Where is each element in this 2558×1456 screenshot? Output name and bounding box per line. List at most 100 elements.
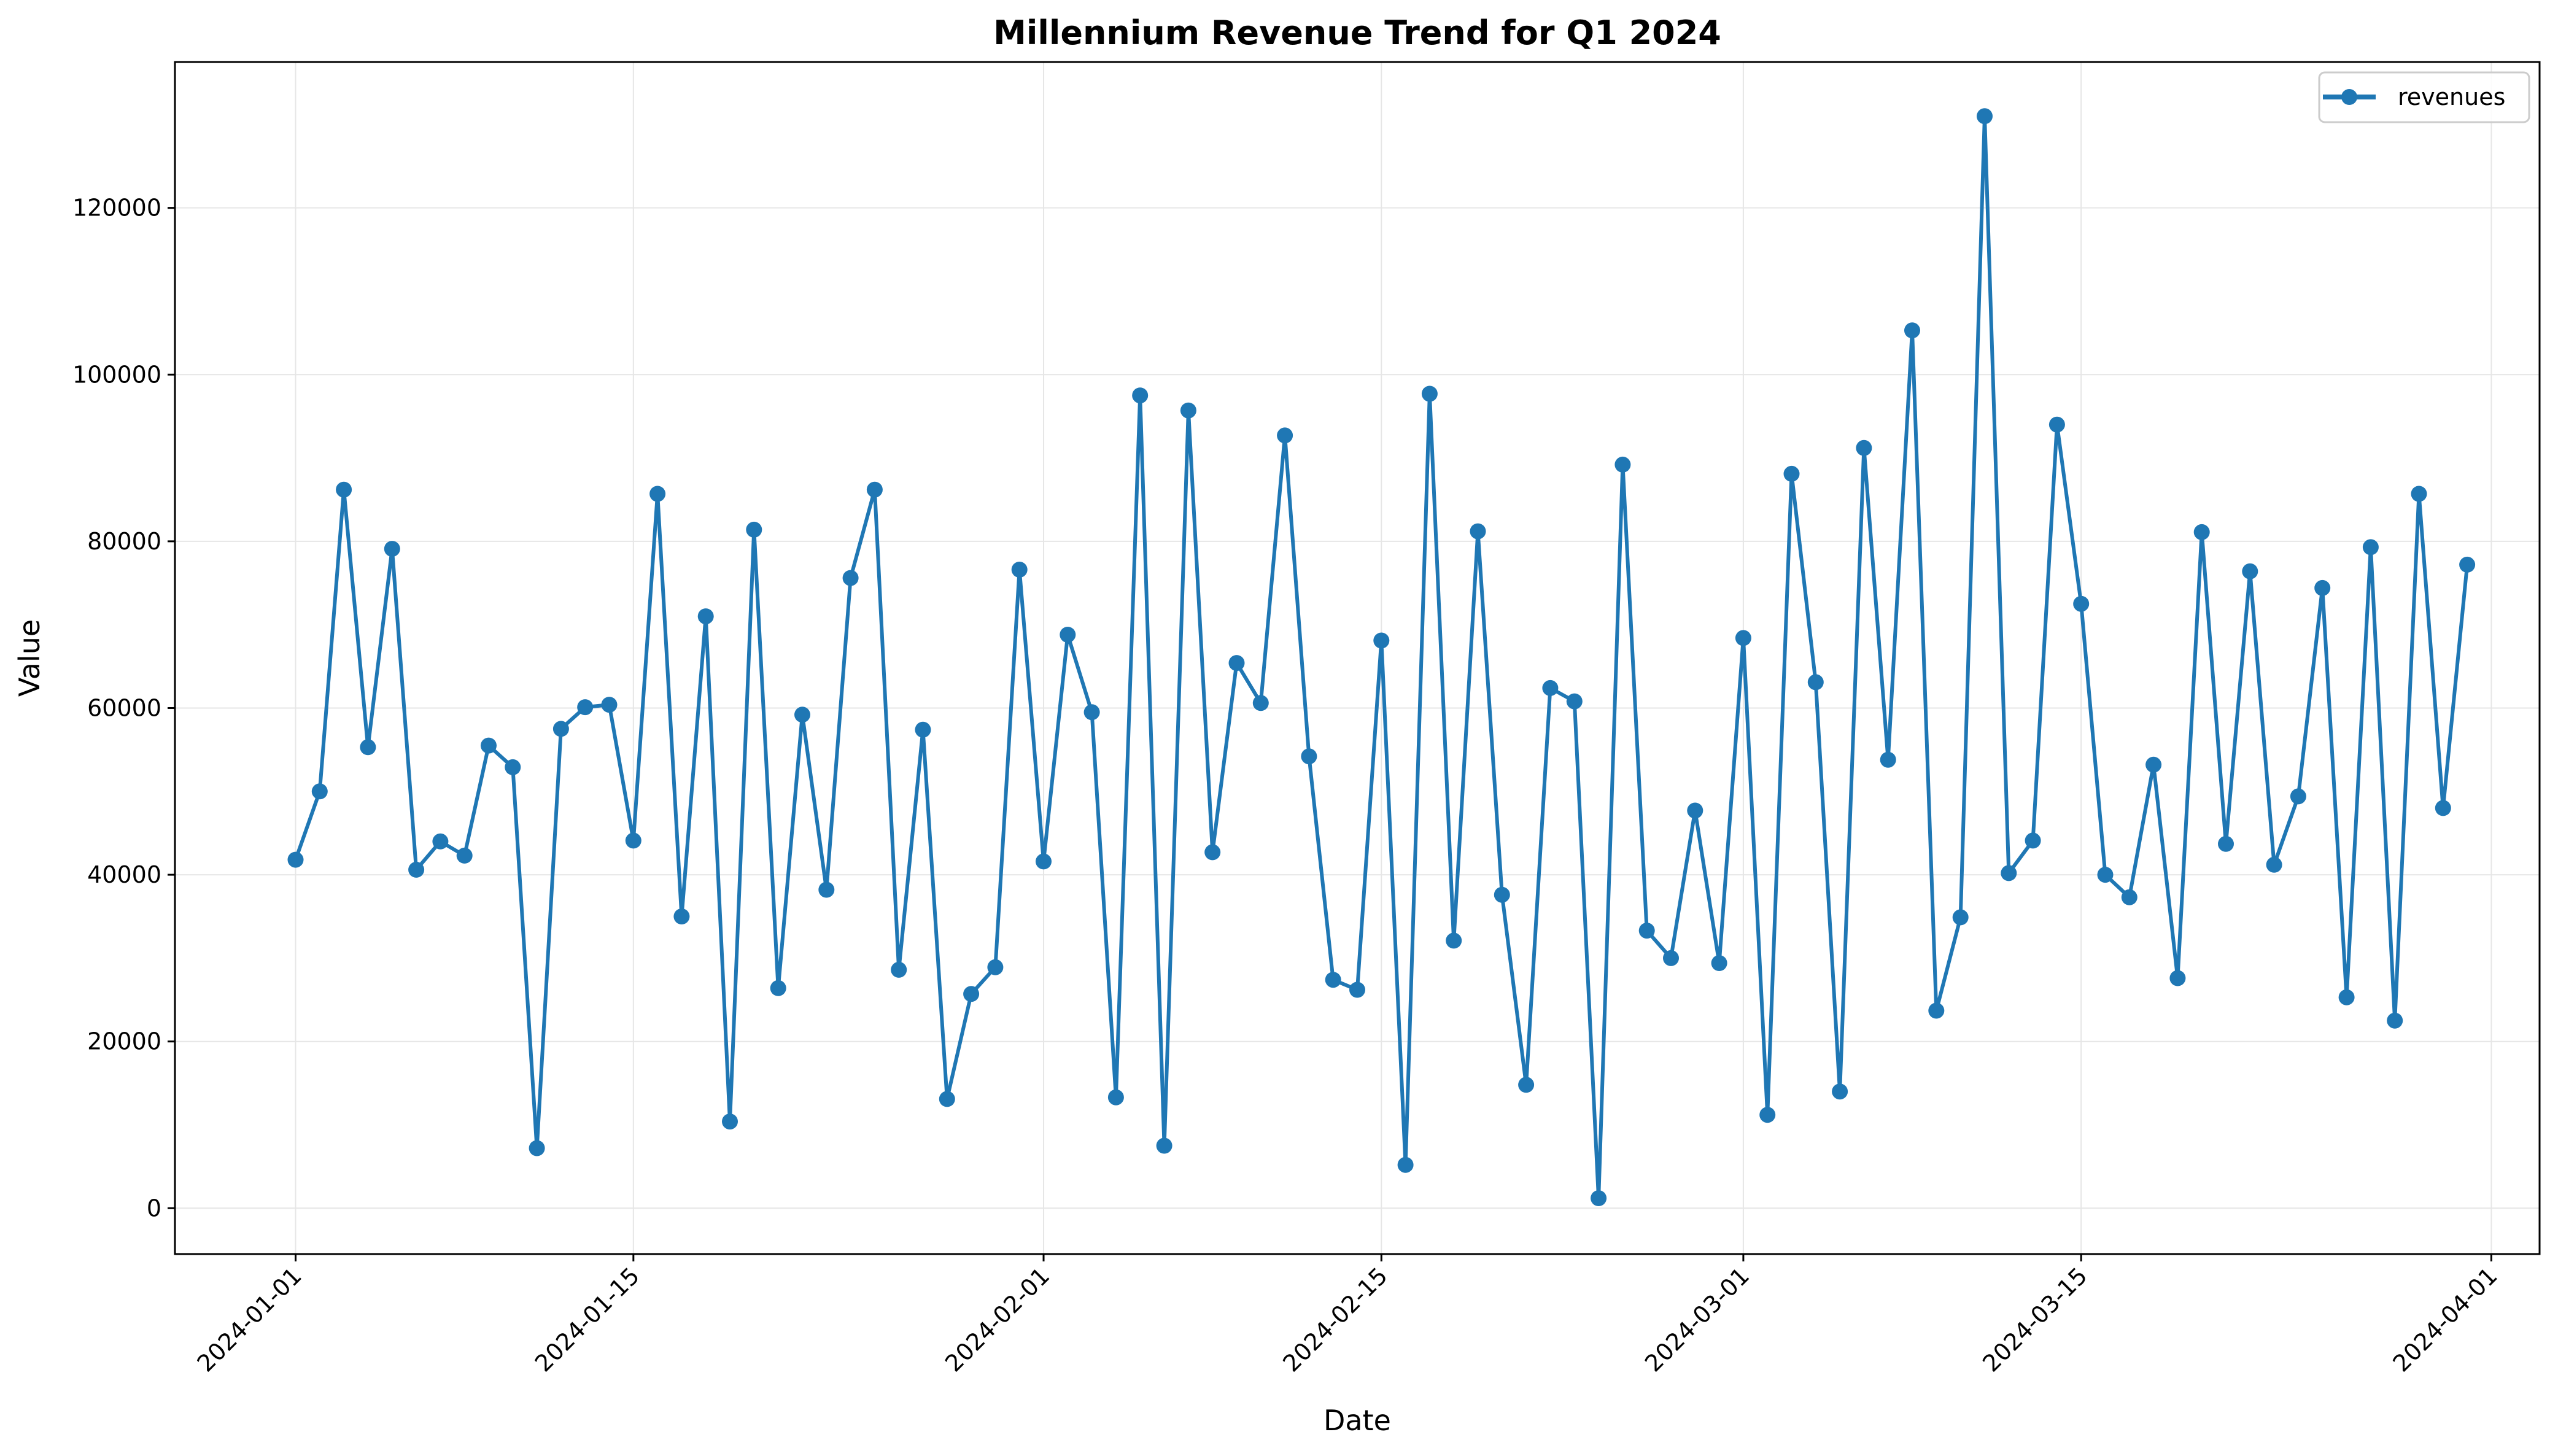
data-point bbox=[1494, 886, 1510, 903]
y-tick-label: 100000 bbox=[72, 361, 161, 388]
data-point bbox=[625, 832, 641, 849]
data-point bbox=[673, 908, 690, 924]
data-point bbox=[2073, 595, 2090, 612]
data-point bbox=[1446, 932, 1462, 949]
y-axis-label: Value bbox=[13, 619, 46, 697]
data-point bbox=[1325, 972, 1341, 988]
data-point bbox=[577, 699, 594, 716]
data-point bbox=[1301, 748, 1317, 765]
data-point bbox=[287, 851, 304, 868]
data-point bbox=[1663, 950, 1679, 966]
data-point bbox=[311, 783, 328, 800]
data-point bbox=[1277, 427, 1293, 444]
data-point bbox=[1735, 630, 1751, 646]
data-point bbox=[552, 721, 569, 737]
data-point bbox=[915, 721, 931, 738]
data-point bbox=[481, 737, 497, 754]
y-tick-label: 120000 bbox=[72, 195, 161, 222]
legend-entry-revenues: revenues bbox=[2398, 83, 2505, 110]
y-tick-label: 0 bbox=[147, 1195, 161, 1222]
data-point bbox=[1397, 1156, 1414, 1173]
data-point bbox=[963, 986, 980, 1002]
series-layer bbox=[287, 108, 2476, 1206]
data-point bbox=[1252, 695, 1269, 711]
data-point bbox=[2266, 856, 2282, 873]
data-point bbox=[1036, 853, 1052, 870]
data-point bbox=[1759, 1107, 1776, 1123]
data-point bbox=[456, 847, 473, 864]
data-point bbox=[1083, 704, 1100, 721]
data-point bbox=[2338, 989, 2355, 1005]
data-point bbox=[1180, 402, 1196, 419]
data-point bbox=[1614, 456, 1631, 473]
data-point bbox=[1783, 465, 1800, 482]
data-point bbox=[722, 1113, 738, 1130]
data-point bbox=[2242, 563, 2258, 579]
data-point bbox=[505, 759, 521, 775]
data-point bbox=[601, 697, 618, 713]
y-tick-label: 60000 bbox=[87, 694, 161, 721]
y-tick-label: 20000 bbox=[87, 1028, 161, 1055]
data-point bbox=[529, 1140, 545, 1156]
data-point bbox=[1518, 1077, 1535, 1093]
data-point bbox=[2097, 867, 2114, 883]
data-point bbox=[1711, 955, 1727, 971]
data-point bbox=[1470, 523, 1486, 540]
data-point bbox=[1591, 1190, 1607, 1206]
data-point bbox=[2145, 756, 2162, 773]
data-point bbox=[1349, 982, 1365, 998]
data-point bbox=[2387, 1012, 2403, 1029]
data-point bbox=[1638, 923, 1655, 939]
data-point bbox=[794, 707, 810, 723]
legend: revenues bbox=[2318, 71, 2530, 123]
data-point bbox=[360, 739, 376, 756]
data-point bbox=[2435, 800, 2451, 816]
data-point bbox=[2411, 486, 2427, 502]
data-point bbox=[2193, 524, 2210, 540]
data-point bbox=[842, 570, 859, 586]
data-point bbox=[866, 481, 883, 498]
chart-title: Millennium Revenue Trend for Q1 2024 bbox=[993, 14, 1721, 52]
data-point bbox=[891, 961, 907, 978]
data-point bbox=[1060, 627, 1076, 643]
data-point bbox=[1566, 693, 1583, 710]
data-point bbox=[1904, 322, 1920, 339]
data-point bbox=[1856, 440, 1872, 456]
data-point bbox=[1807, 674, 1824, 691]
data-point bbox=[818, 881, 835, 898]
data-point bbox=[1132, 387, 1149, 404]
data-point bbox=[1952, 909, 1969, 926]
data-point bbox=[746, 521, 762, 538]
data-point bbox=[2169, 970, 2186, 986]
legend-box bbox=[2318, 71, 2530, 123]
data-point bbox=[1880, 751, 1896, 768]
data-point bbox=[1687, 802, 1703, 819]
data-point bbox=[2362, 539, 2379, 556]
data-point bbox=[1204, 844, 1221, 861]
data-point bbox=[1228, 655, 1245, 672]
legend-marker-swatch bbox=[2341, 89, 2357, 105]
data-point bbox=[408, 861, 425, 878]
data-point bbox=[2290, 788, 2306, 805]
data-point bbox=[2121, 889, 2137, 905]
data-point bbox=[1156, 1137, 1172, 1154]
data-point bbox=[1977, 108, 1993, 125]
data-point bbox=[697, 608, 714, 625]
plot-area-frame bbox=[174, 61, 2541, 1255]
y-tick-label: 40000 bbox=[87, 861, 161, 888]
data-point bbox=[2048, 416, 2065, 433]
data-point bbox=[939, 1091, 955, 1107]
data-point bbox=[2314, 579, 2331, 596]
x-axis-label: Date bbox=[1324, 1404, 1391, 1437]
data-point bbox=[2459, 556, 2476, 573]
data-point bbox=[384, 541, 400, 557]
data-point bbox=[1107, 1089, 1124, 1106]
data-point bbox=[2001, 865, 2017, 881]
data-point bbox=[1832, 1083, 1848, 1100]
data-point bbox=[987, 959, 1004, 975]
data-point bbox=[2218, 835, 2234, 852]
data-point bbox=[1373, 632, 1390, 649]
data-point bbox=[1928, 1002, 1945, 1019]
